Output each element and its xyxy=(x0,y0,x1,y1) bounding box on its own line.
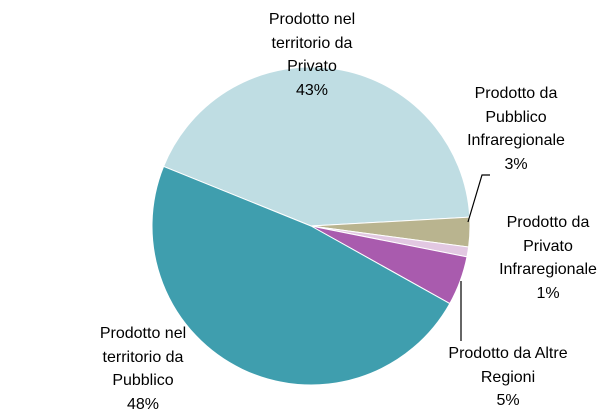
value-label: 1% xyxy=(536,284,560,302)
category-label: Prodotto da Pubblico Infraregionale xyxy=(467,85,565,149)
pie-slice xyxy=(151,165,451,386)
slice-label: Prodotto nel territorio da Pubblico 48% xyxy=(78,322,208,415)
slice-label: Prodotto da Privato Infraregionale 1% xyxy=(480,211,610,305)
value-label: 43% xyxy=(295,81,329,99)
category-label: Prodotto da Altre Regioni xyxy=(448,345,568,386)
category-label: Prodotto da Privato Infraregionale xyxy=(499,214,597,278)
value-label: 3% xyxy=(504,155,528,173)
category-label: Prodotto nel territorio da Privato xyxy=(268,11,356,75)
slice-label: Prodotto nel territorio da Privato 43% xyxy=(247,8,377,102)
category-label: Prodotto nel territorio da Pubblico xyxy=(99,325,187,389)
slice-label: Prodotto da Pubblico Infraregionale 3% xyxy=(448,82,584,176)
pie-slice xyxy=(162,66,471,227)
value-label: 48% xyxy=(126,395,160,413)
leader-line xyxy=(467,174,490,223)
slice-label: Prodotto da Altre Regioni 5% xyxy=(438,342,578,413)
value-label: 5% xyxy=(496,392,520,409)
